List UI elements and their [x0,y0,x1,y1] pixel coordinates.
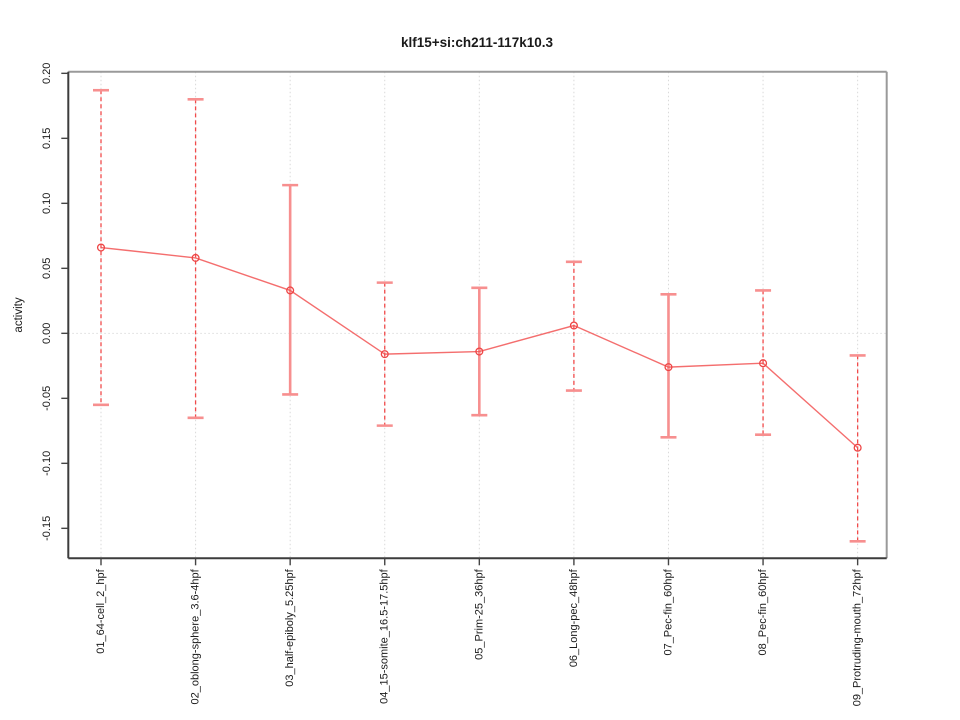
x-tick-label: 05_Prim-25_36hpf [473,568,485,659]
tick-labels-layer: 0.20 0.15 0.10 0.05 0.00 -0.05 -0.10 -0.15 01_64… [41,63,864,707]
data-point-marker [664,363,673,372]
y-axis-label: activity [13,297,25,332]
error-bars-layer [93,88,866,543]
data-point-marker [475,347,484,356]
y-tick-label: 0.15 [41,128,53,149]
series-layer [96,243,862,452]
y-tick-label: -0.15 [41,516,53,541]
y-tick-label: 0.10 [41,193,53,214]
y-tick-label: -0.05 [41,386,53,411]
y-tick-label: 0.20 [41,63,53,84]
data-point-marker [191,253,200,262]
y-tick-label: 0.00 [41,323,53,344]
data-point-marker [380,350,389,359]
axes-layer [61,70,888,566]
x-tick-label: 02_oblong-sphere_3.6-4hpf [190,568,202,704]
gridlines-layer [68,71,887,559]
data-point-marker [96,243,106,252]
x-tick-label: 03_half-epiboly_5.25hpf [284,568,296,686]
y-tick-label: -0.10 [41,451,53,476]
x-tick-label: 07_Pec-fin_60hpf [662,568,674,655]
x-tick-label: 01_64-cell_2_hpf [95,568,107,653]
y-tick-label: 0.05 [41,258,53,279]
data-point-marker [853,443,862,452]
data-point-marker [759,359,768,368]
chart-title: klf15+si:ch211-117k10.3 [401,35,553,50]
data-point-marker [569,321,578,330]
data-point-marker [286,286,295,295]
x-tick-label: 08_Pec-fin_60hpf [757,568,769,655]
x-tick-label: 09_Protruding-mouth_72hpf [852,568,864,706]
x-tick-label: 04_15-somite_16.5-17.5hpf [379,568,391,703]
series-line [100,246,859,449]
x-tick-label: 06_Long-pec_48hpf [568,568,580,667]
